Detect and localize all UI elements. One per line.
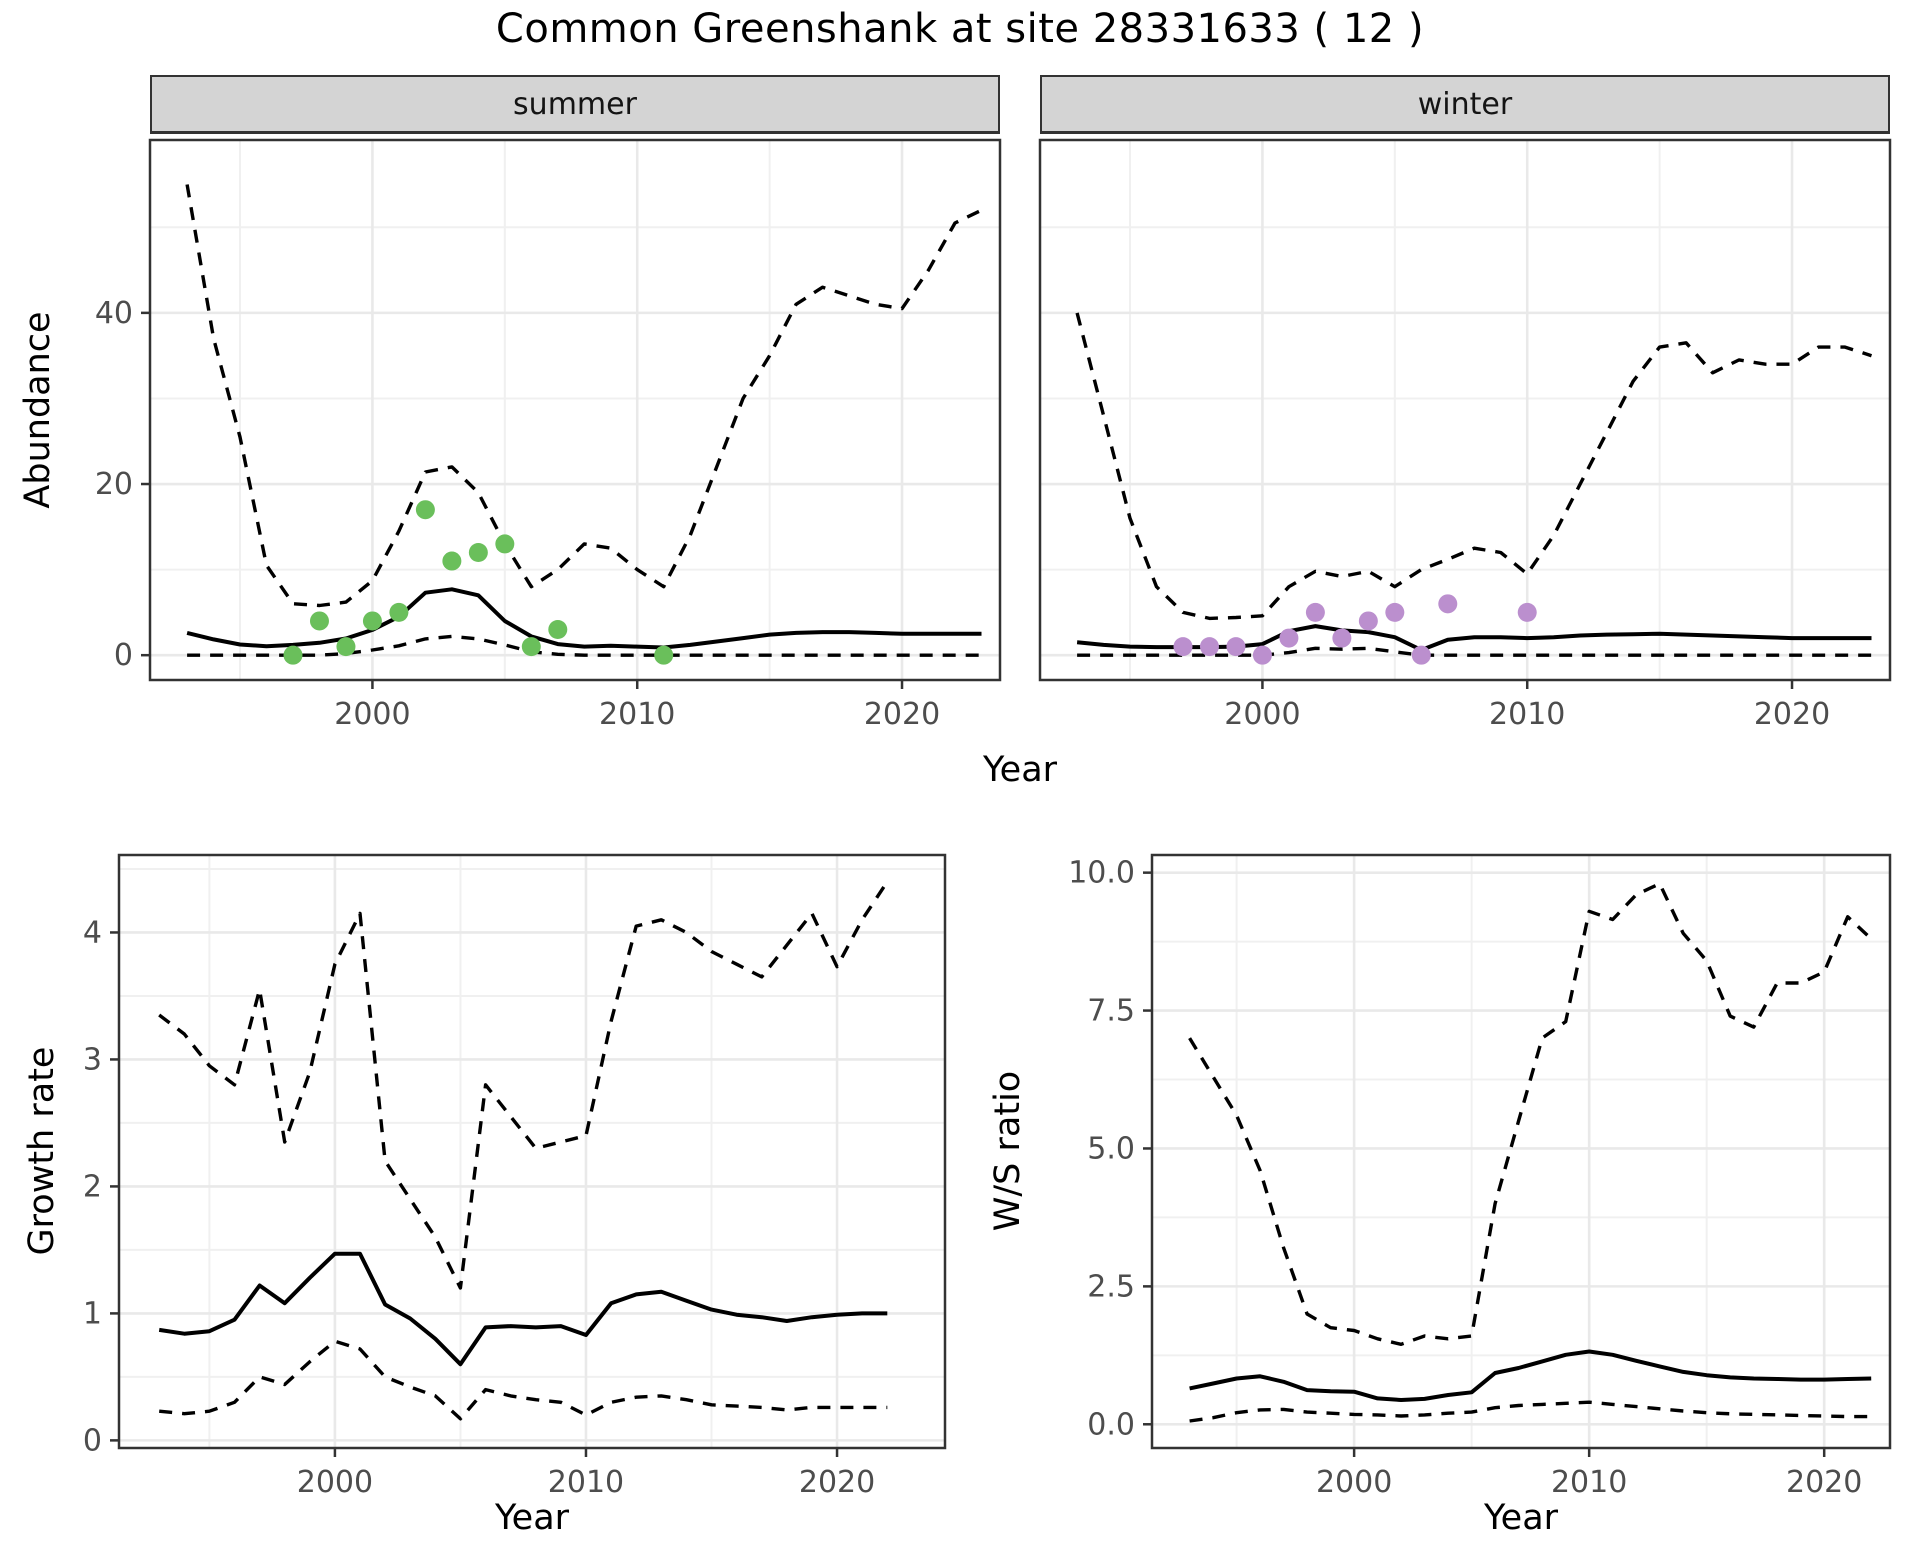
data-point bbox=[521, 637, 541, 657]
ws-ratio-upper-95ci-line bbox=[1188, 882, 1873, 1346]
panel-border bbox=[1038, 138, 1892, 682]
y-tick-label: 4 bbox=[83, 915, 102, 950]
data-point bbox=[442, 551, 462, 571]
y-tick-label: 5.0 bbox=[1087, 1131, 1135, 1166]
x-tick-label: 2010 bbox=[1551, 1465, 1627, 1500]
panel-background bbox=[1040, 140, 1890, 680]
data-point bbox=[1332, 628, 1352, 648]
panel-abundance-summer: 2000 2010 2020 0 20 40 bbox=[95, 138, 1002, 732]
abundance-summer-upper-95ci-line bbox=[185, 184, 983, 608]
data-point bbox=[1411, 645, 1431, 665]
abundance-summer-mean-line bbox=[186, 587, 982, 650]
data-point bbox=[1173, 637, 1193, 657]
ws-ratio-mean-line bbox=[1189, 1349, 1872, 1402]
panel-border bbox=[117, 853, 947, 1450]
y-tick-label: 0.0 bbox=[1087, 1407, 1135, 1442]
data-point bbox=[389, 602, 409, 622]
data-point bbox=[1385, 602, 1405, 622]
x-tick-label: 2020 bbox=[1754, 697, 1830, 732]
x-axis-title-year-top: Year bbox=[982, 750, 1058, 790]
data-point bbox=[548, 620, 568, 640]
panel-background bbox=[150, 140, 1000, 680]
data-point bbox=[336, 637, 356, 657]
facet-strip-summer-label: summer bbox=[513, 86, 637, 122]
data-point bbox=[468, 542, 488, 562]
panel-background bbox=[1152, 855, 1890, 1448]
data-point bbox=[1438, 594, 1458, 614]
x-axis-title-year-ws: Year bbox=[1483, 1498, 1559, 1538]
panel-abundance-winter: 2000 2010 2020 bbox=[1038, 138, 1892, 732]
y-tick-label: 3 bbox=[83, 1042, 102, 1077]
data-point bbox=[362, 611, 382, 631]
x-axis-title-year-growth: Year bbox=[494, 1498, 570, 1538]
data-point bbox=[309, 611, 329, 631]
x-tick-label: 2000 bbox=[1224, 697, 1300, 732]
y-axis-title-ws: W/S ratio bbox=[988, 1070, 1028, 1232]
x-tick-label: 2010 bbox=[1489, 697, 1565, 732]
data-point bbox=[1252, 645, 1272, 665]
data-point bbox=[1279, 628, 1299, 648]
x-tick-label: 2000 bbox=[297, 1465, 373, 1500]
y-tick-label: 0 bbox=[114, 638, 133, 673]
y-axis-title-growth: Growth rate bbox=[22, 1046, 62, 1256]
x-tick-label: 2010 bbox=[599, 697, 675, 732]
y-tick-label: 10.0 bbox=[1068, 856, 1135, 891]
y-tick-label: 7.5 bbox=[1087, 994, 1135, 1029]
panel-ws-ratio: 2000 2010 2020 0.0 2.5 5.0 7.5 10.0 bbox=[1068, 853, 1892, 1500]
x-tick-label: 2000 bbox=[334, 697, 410, 732]
abundance-winter-upper-95ci-line bbox=[1075, 312, 1873, 621]
data-point bbox=[495, 534, 515, 554]
data-point bbox=[283, 645, 303, 665]
y-tick-label: 0 bbox=[83, 1423, 102, 1458]
x-tick-label: 2020 bbox=[799, 1465, 875, 1500]
data-point bbox=[1226, 637, 1246, 657]
x-tick-label: 2000 bbox=[1316, 1465, 1392, 1500]
y-tick-label: 2.5 bbox=[1087, 1269, 1135, 1304]
y-axis-title-abundance: Abundance bbox=[18, 311, 58, 509]
facet-strip-winter-label: winter bbox=[1417, 86, 1513, 122]
data-point bbox=[1358, 611, 1378, 631]
panel-background bbox=[119, 855, 945, 1448]
panel-border bbox=[148, 138, 1002, 682]
y-tick-label: 20 bbox=[95, 467, 133, 502]
facet-strip-summer: summer bbox=[150, 75, 1000, 134]
page-title: Common Greenshank at site 28331633 ( 12 … bbox=[495, 6, 1425, 52]
data-point bbox=[1517, 602, 1537, 622]
abundance-winter-lower-95ci-line bbox=[1077, 646, 1872, 657]
panel-border bbox=[1150, 853, 1892, 1450]
y-tick-label: 2 bbox=[83, 1169, 102, 1204]
data-point bbox=[415, 500, 435, 520]
abundance-summer-lower-95ci-line bbox=[187, 634, 982, 657]
x-tick-label: 2020 bbox=[1786, 1465, 1862, 1500]
data-point bbox=[654, 645, 674, 665]
y-tick-label: 1 bbox=[83, 1296, 102, 1331]
facet-strip-winter: winter bbox=[1040, 75, 1890, 134]
x-tick-label: 2020 bbox=[864, 697, 940, 732]
x-tick-label: 2010 bbox=[548, 1465, 624, 1500]
data-point bbox=[1305, 602, 1325, 622]
y-tick-label: 40 bbox=[95, 296, 133, 331]
panel-growth-rate: 2000 2010 2020 0 1 2 3 4 bbox=[83, 853, 947, 1500]
growth-rate-upper-95ci-line bbox=[158, 880, 889, 1290]
growth-rate-mean-line bbox=[158, 1251, 888, 1367]
data-point bbox=[1199, 637, 1219, 657]
